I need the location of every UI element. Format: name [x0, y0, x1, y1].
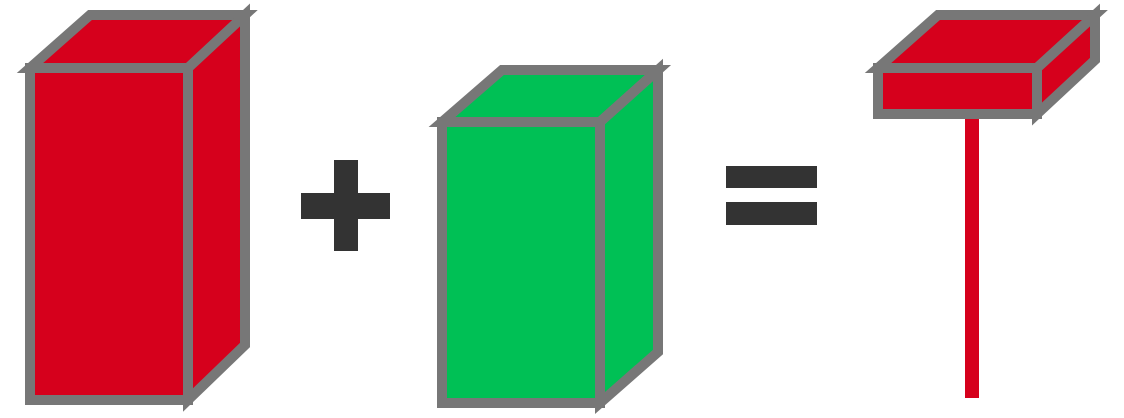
equals-operator [726, 166, 817, 225]
result-candle-wick [965, 119, 979, 398]
red-box-front [25, 63, 193, 405]
result-box-front [873, 63, 1042, 119]
result-candle-body [864, 3, 1108, 126]
green-box [428, 58, 672, 415]
red-box-side [183, 3, 250, 412]
plus-operator [301, 160, 390, 251]
equals-top-bar [726, 166, 817, 188]
result-candle [864, 3, 1108, 398]
green-box-side [595, 58, 663, 415]
equals-bottom-bar [726, 202, 817, 225]
red-box [16, 3, 258, 412]
green-box-front [437, 117, 605, 408]
plus-vertical-bar [334, 160, 358, 251]
